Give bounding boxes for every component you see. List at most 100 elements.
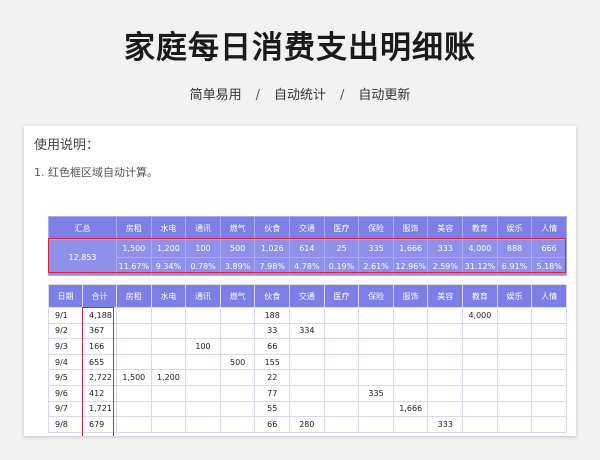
row-value <box>289 307 325 324</box>
summary-percent: 4.78% <box>289 257 325 276</box>
row-value <box>116 322 152 340</box>
row-value <box>462 369 498 386</box>
table-row: 9/5 2,722 1,500 1,200 22 <box>48 369 567 386</box>
summary-percent: 0.78% <box>185 257 221 276</box>
row-value <box>496 416 533 433</box>
row-value <box>392 369 429 386</box>
summary-amount: 1,200 <box>150 239 187 258</box>
row-date: 9/1 <box>48 307 83 324</box>
row-value <box>150 384 187 402</box>
table-row: 9/6 412 77 335 <box>48 384 567 402</box>
row-value <box>358 400 394 418</box>
summary-amount: 25 <box>323 239 360 258</box>
row-date: 9/5 <box>48 369 83 386</box>
summary-header-label: 汇总 <box>48 216 117 240</box>
table-row: 9/7 1,721 55 1,666 <box>48 400 567 418</box>
row-value <box>496 307 533 324</box>
row-value <box>219 400 256 418</box>
row-value <box>392 416 429 433</box>
row-value <box>116 384 152 402</box>
row-value <box>185 384 221 402</box>
row-value <box>496 353 533 371</box>
row-date: 9/6 <box>48 384 83 402</box>
row-value <box>323 307 360 324</box>
row-value: 1,500 <box>116 369 152 386</box>
row-total: 679 <box>82 416 117 433</box>
total-header: 合计 <box>82 284 117 308</box>
summary-percent: 2.59% <box>427 257 464 276</box>
subtitle-tag: 自动更新 <box>358 88 411 103</box>
row-value <box>323 416 360 433</box>
summary-table: 汇总 房租 水电 通讯 燃气 伙食 交通 医疗 保险 服饰 美容 教育 娱乐 人情 12,853 1,500… <box>48 216 567 276</box>
row-value <box>427 400 464 418</box>
row-value <box>427 384 464 402</box>
category-header: 教育 <box>462 216 498 240</box>
row-value: 155 <box>254 353 291 371</box>
row-value <box>219 338 256 355</box>
row-value <box>289 400 325 418</box>
row-value <box>462 338 498 355</box>
summary-amount: 4,000 <box>462 239 498 258</box>
summary-percent: 3.89% <box>219 257 256 276</box>
instructions-note: 1. 红色框区域自动计算。 <box>34 166 158 179</box>
summary-amount: 888 <box>496 239 533 258</box>
row-value <box>358 353 394 371</box>
row-value: 33 <box>254 322 291 340</box>
category-header: 人情 <box>531 284 567 308</box>
category-header: 伙食 <box>254 216 291 240</box>
row-value: 1,666 <box>392 400 429 418</box>
row-value <box>496 384 533 402</box>
tag-separator: / <box>340 88 345 103</box>
category-header: 服饰 <box>392 284 429 308</box>
table-row: 9/3 166 100 66 <box>48 338 567 355</box>
summary-percent: 2.61% <box>358 257 394 276</box>
summary-percent: 11.67% <box>116 257 152 276</box>
category-header: 保险 <box>358 216 394 240</box>
row-value <box>392 353 429 371</box>
summary-percent: 5.18% <box>531 257 567 276</box>
row-value <box>185 322 221 340</box>
table-row: 9/2 367 33 334 <box>48 322 567 340</box>
content-card: 使用说明： 1. 红色框区域自动计算。 汇总 房租 水电 通讯 燃气 伙食 交通 医疗 保险 服饰… <box>24 126 576 436</box>
row-value: 280 <box>289 416 325 433</box>
row-value <box>496 400 533 418</box>
row-value <box>392 307 429 324</box>
row-value <box>323 369 360 386</box>
row-value: 333 <box>427 416 464 433</box>
category-header: 燃气 <box>219 216 256 240</box>
row-value <box>150 353 187 371</box>
category-header: 房租 <box>116 284 152 308</box>
category-header: 通讯 <box>185 216 221 240</box>
row-value: 100 <box>185 338 221 355</box>
row-value <box>358 338 394 355</box>
category-header: 美容 <box>427 216 464 240</box>
row-value <box>392 384 429 402</box>
row-value: 500 <box>219 353 256 371</box>
row-value <box>531 384 567 402</box>
row-value <box>531 322 567 340</box>
summary-percent: 6.91% <box>496 257 533 276</box>
row-value <box>116 353 152 371</box>
row-value: 22 <box>254 369 291 386</box>
row-date: 9/7 <box>48 400 83 418</box>
instructions-title: 使用说明： <box>34 138 100 153</box>
row-value <box>531 353 567 371</box>
row-value <box>219 307 256 324</box>
summary-amount: 1,026 <box>254 239 291 258</box>
row-value <box>358 369 394 386</box>
row-date: 9/4 <box>48 353 83 371</box>
row-value <box>392 322 429 340</box>
row-value <box>392 338 429 355</box>
row-value <box>531 307 567 324</box>
row-value <box>462 416 498 433</box>
row-value <box>427 307 464 324</box>
row-value <box>185 369 221 386</box>
row-value <box>427 338 464 355</box>
category-header: 水电 <box>150 216 187 240</box>
summary-percent: 31.12% <box>462 257 498 276</box>
category-header: 人情 <box>531 216 567 240</box>
row-value <box>185 400 221 418</box>
category-header: 服饰 <box>392 216 429 240</box>
row-value <box>219 322 256 340</box>
row-value <box>150 416 187 433</box>
